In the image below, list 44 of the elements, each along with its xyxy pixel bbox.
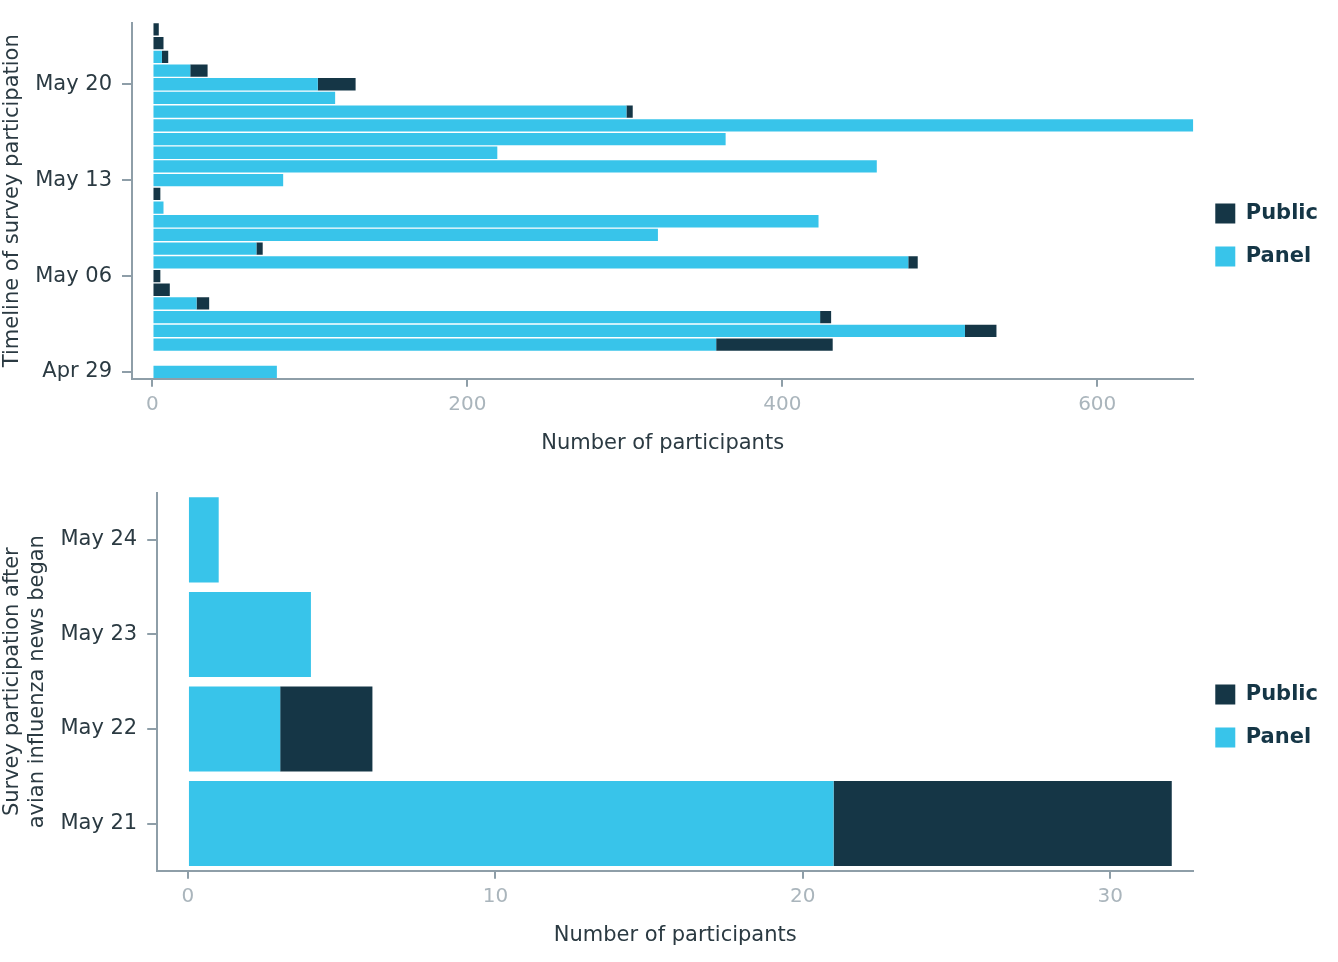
- bar: [190, 64, 208, 77]
- bar: [153, 283, 170, 296]
- legend-label: Public: [1245, 680, 1318, 705]
- bar: [188, 497, 219, 583]
- bar: [626, 105, 633, 118]
- y-tick-label: May 21: [60, 809, 138, 834]
- x-tick-label: 600: [1078, 391, 1117, 415]
- bar: [964, 324, 997, 338]
- bar: [153, 269, 161, 283]
- bar: [196, 297, 210, 310]
- y-axis-title: Timeline of survey participation: [0, 34, 24, 369]
- bar: [833, 780, 1172, 867]
- bar: [153, 365, 277, 379]
- bar: [820, 310, 832, 324]
- bar: [161, 50, 169, 64]
- legend-label: Panel: [1245, 723, 1312, 748]
- bar: [716, 338, 833, 351]
- x-tick-label: 20: [790, 883, 816, 907]
- bar: [317, 78, 356, 91]
- x-tick-label: 200: [448, 391, 487, 415]
- y-tick-label: May 06: [35, 262, 113, 287]
- y-tick-label: May 24: [60, 526, 138, 551]
- y-tick-label: Apr 29: [42, 358, 113, 383]
- bar: [908, 256, 918, 269]
- bar: [256, 242, 263, 255]
- y-tick-label: May 22: [60, 715, 138, 740]
- x-axis-title: Number of participants: [541, 429, 785, 454]
- bar: [188, 780, 834, 867]
- x-tick-label: 10: [482, 883, 509, 907]
- x-tick-label: 0: [146, 391, 159, 415]
- bar: [153, 187, 161, 201]
- y-axis-title: Survey participation after avian influenza news began: [0, 535, 49, 829]
- x-axis-title: Number of participants: [553, 921, 797, 946]
- y-tick-label: May 20: [35, 70, 113, 95]
- bar: [188, 591, 311, 677]
- legend-label: Public: [1245, 199, 1318, 224]
- legend-label: Panel: [1245, 242, 1312, 267]
- bar: [188, 686, 281, 772]
- x-tick-label: 0: [181, 883, 195, 907]
- y-tick-label: May 23: [60, 620, 138, 645]
- x-tick-label: 400: [763, 391, 802, 415]
- x-tick-label: 30: [1097, 883, 1123, 907]
- bar: [280, 686, 373, 772]
- y-tick-label: May 13: [35, 166, 113, 191]
